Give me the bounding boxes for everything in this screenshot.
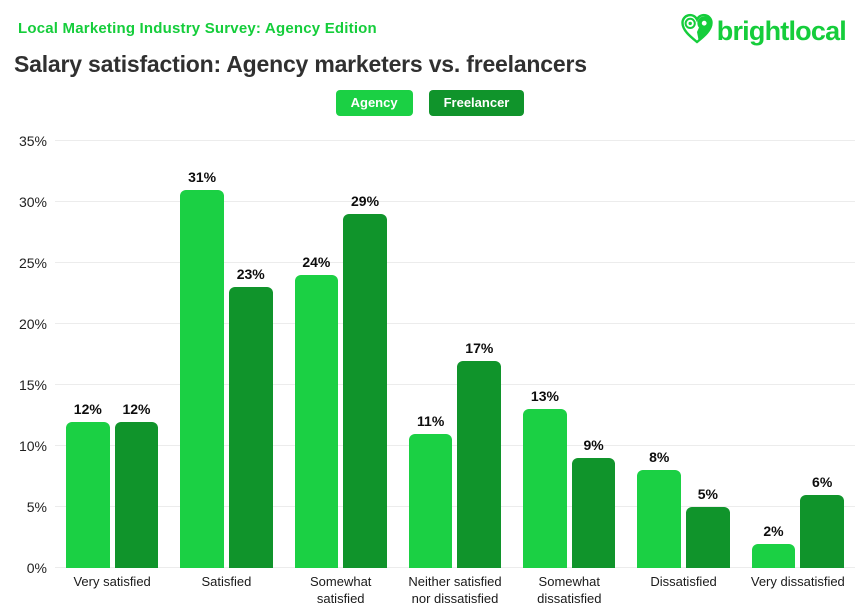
gridline — [55, 506, 855, 507]
gridline — [55, 567, 855, 568]
x-axis-category-label: Somewhat satisfied — [309, 574, 372, 606]
plot-area: 12% 12% 31% 23% 24% 29% 11% 17% 13% 9% 8% 5% 2% 6% 0%… — [19, 133, 855, 576]
bar-value-label: 23% — [236, 266, 265, 283]
heart-pin-icon — [680, 13, 714, 50]
brand-logo: brightlocal — [680, 13, 847, 50]
y-axis-tick-label: 25% — [18, 255, 47, 271]
bar-group: 8% 5% — [637, 141, 730, 568]
bar-value-label: 12% — [122, 400, 151, 417]
x-axis-category-label: Very dissatisfied — [750, 574, 845, 589]
bar-cell-agency: 11% — [408, 141, 453, 568]
bar-freelancer — [228, 287, 273, 568]
y-axis-tick-label: 35% — [18, 133, 47, 149]
y-axis-tick-label: 20% — [18, 316, 47, 332]
bar-value-label: 6% — [812, 473, 833, 490]
bar-cell-agency: 2% — [751, 141, 796, 568]
bar-cell-freelancer: 6% — [800, 141, 844, 568]
bar-cell-agency: 8% — [637, 141, 682, 568]
y-axis-tick-label: 30% — [18, 194, 47, 210]
bar-value-label: 13% — [530, 388, 559, 405]
bar-cell-agency: 13% — [523, 141, 567, 568]
bar-freelancer — [571, 458, 616, 568]
bar-value-label: 5% — [697, 486, 718, 502]
gridline — [55, 140, 855, 141]
eyebrow-text: Local Marketing Industry Survey: Agency … — [18, 20, 377, 37]
gridline — [55, 323, 855, 324]
x-axis-category-label: Satisfied — [201, 574, 252, 589]
brand-logo-text: brightlocal — [716, 16, 847, 46]
bar-cell-freelancer: 5% — [686, 141, 730, 568]
y-axis-tick-label: 10% — [18, 438, 47, 454]
bar-agency — [751, 543, 796, 568]
bar-cell-freelancer: 9% — [571, 141, 616, 568]
bar-value-label: 11% — [417, 412, 445, 429]
y-axis-tick-label: 0% — [26, 560, 47, 576]
bar-agency — [66, 421, 110, 568]
bar-freelancer — [343, 214, 387, 568]
bar-value-label: 2% — [763, 522, 784, 539]
x-axis-row: Very satisfied Satisfied Somewhat satisfie… — [55, 574, 855, 608]
bars-row: 12% 12% 31% 23% 24% 29% 11% 17% 13% 9% 8% 5% 2% 6% — [55, 141, 855, 568]
bar-cell-freelancer: 23% — [228, 141, 273, 568]
x-axis-category-label: Very satisfied — [73, 574, 151, 589]
bar-agency — [523, 409, 567, 568]
chart-legend: Agency Freelancer — [0, 90, 860, 116]
bar-value-label: 31% — [188, 168, 217, 185]
bar-cell-agency: 12% — [66, 141, 110, 568]
gridline — [55, 201, 855, 202]
bar-cell-freelancer: 12% — [114, 141, 159, 568]
bar-group: 12% 12% — [66, 141, 159, 568]
bar-freelancer — [114, 421, 159, 568]
page-title: Salary satisfaction: Agency marketers vs… — [14, 51, 587, 77]
bar-cell-agency: 31% — [180, 141, 224, 568]
gridline — [55, 445, 855, 446]
bar-value-label: 29% — [351, 193, 380, 210]
bar-value-label: 24% — [302, 254, 331, 271]
bar-group: 11% 17% — [408, 141, 502, 568]
bar-cell-freelancer: 17% — [457, 141, 502, 568]
bar-value-label: 12% — [73, 400, 102, 417]
bar-group: 13% 9% — [523, 141, 616, 568]
gridline — [55, 262, 855, 263]
x-axis-category-label: Somewhat dissatisfied — [537, 574, 602, 606]
bar-agency — [294, 275, 339, 568]
bar-value-label: 8% — [649, 449, 670, 466]
bar-value-label: 17% — [465, 339, 494, 356]
legend-item-freelancer[interactable]: Freelancer — [428, 90, 525, 116]
bar-group: 31% 23% — [180, 141, 273, 568]
gridline — [55, 384, 855, 385]
x-axis-category-label: Dissatisfied — [650, 574, 717, 589]
y-axis-tick-label: 15% — [18, 377, 47, 393]
bar-agency — [637, 470, 682, 568]
bar-agency — [408, 433, 453, 568]
bar-value-label: 9% — [583, 437, 604, 454]
legend-item-agency[interactable]: Agency — [335, 90, 413, 116]
x-axis-category-label: Neither satisfied nor dissatisfied — [408, 574, 502, 606]
bar-cell-agency: 24% — [294, 141, 339, 568]
y-axis-tick-label: 5% — [26, 499, 47, 515]
bar-freelancer — [686, 507, 730, 568]
bar-cell-freelancer: 29% — [343, 141, 387, 568]
bar-group: 24% 29% — [294, 141, 387, 568]
bar-freelancer — [800, 494, 844, 568]
bar-group: 2% 6% — [751, 141, 844, 568]
bar-agency — [180, 189, 224, 568]
bar-freelancer — [457, 360, 502, 568]
